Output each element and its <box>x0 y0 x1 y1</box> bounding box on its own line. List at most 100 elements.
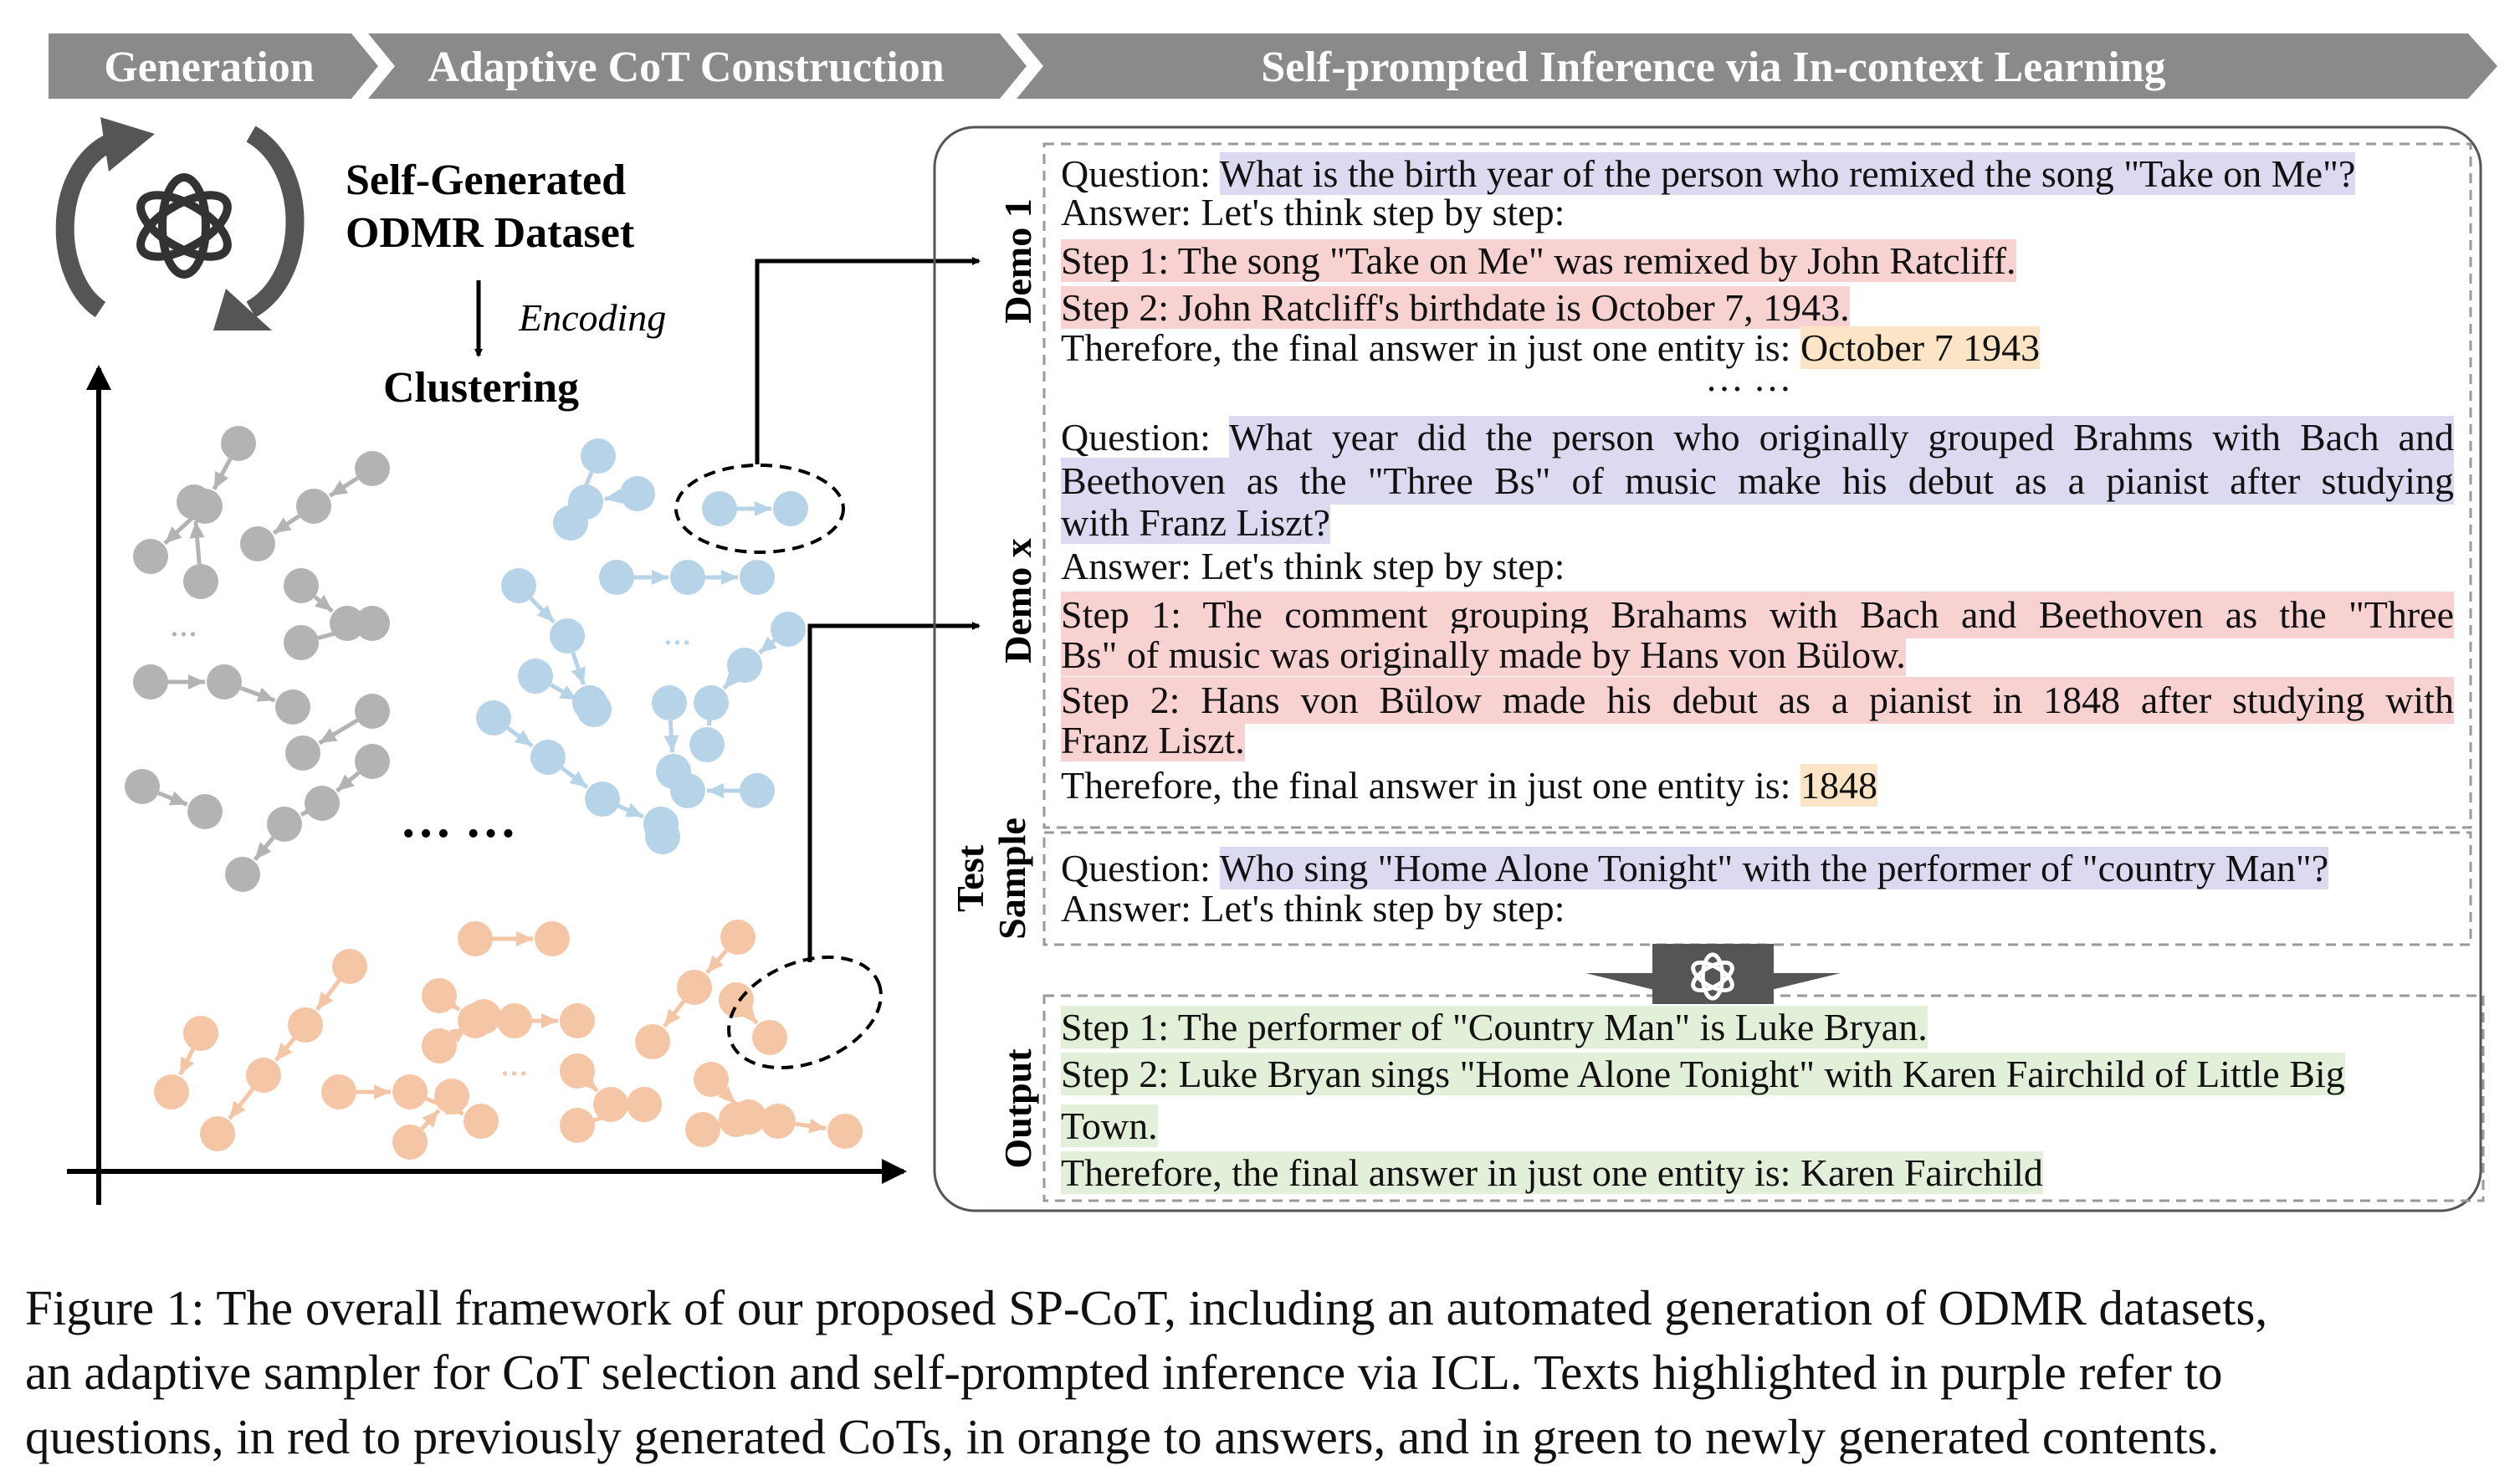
orange-cluster-node <box>720 920 755 955</box>
gray-cluster-edge <box>239 685 276 703</box>
blue-cluster-node <box>740 560 775 595</box>
orange-cluster-node <box>466 999 501 1034</box>
orange-cluster-edge <box>580 1074 599 1093</box>
orange-cluster-edge <box>228 1087 254 1120</box>
blue-cluster-edge <box>571 652 586 686</box>
cycle-arrow-left-icon <box>55 129 125 318</box>
gray-cluster-edge <box>317 625 355 640</box>
orange-cluster-node <box>392 1125 428 1160</box>
gray-cluster-edge <box>300 800 320 817</box>
inference-panel <box>933 126 2482 1212</box>
blue-cluster-edge <box>549 683 579 702</box>
orange-cluster-node <box>321 1074 356 1109</box>
demox-step1-line2-wrap: Bs" of music was originally made by Hans… <box>1061 632 2454 679</box>
gray-cluster-node <box>221 426 256 461</box>
gray-cluster-node <box>207 664 242 700</box>
gray-cluster-node <box>225 857 260 892</box>
blue-cluster-node <box>530 740 566 775</box>
orange-cluster-edge <box>441 994 461 1012</box>
encoding-label: Encoding <box>518 296 666 339</box>
gray-cluster-node <box>125 769 160 804</box>
orange-cluster-node <box>246 1058 281 1093</box>
label-demox: Demo x <box>996 538 1039 663</box>
gray-cluster-node <box>284 625 319 660</box>
gray-cluster-edge <box>253 836 275 861</box>
gray-cluster-node <box>284 568 319 603</box>
blue-cluster-node <box>727 648 762 683</box>
header-stage-inference <box>1017 33 2497 99</box>
orange-cluster-node <box>200 1116 235 1151</box>
inference-openai-logo-icon <box>1691 952 1734 1001</box>
header-stage-generation <box>49 33 378 99</box>
demox-step1-line1: Step 1: The comment grouping Brahams wit… <box>1061 592 2454 638</box>
orange-cluster-node <box>392 1074 428 1109</box>
demo1-final-answer: October 7 1943 <box>1800 326 2041 369</box>
orange-cluster-node <box>719 982 754 1017</box>
demo1-question-prefix: Question: <box>1061 152 1220 195</box>
orange-cluster-node <box>560 1003 595 1038</box>
gray-cluster-node <box>285 735 320 771</box>
orange-cluster-node <box>627 1087 662 1122</box>
test-question-prefix: Question: <box>1061 847 1220 889</box>
orange-cluster-node <box>332 949 367 984</box>
orange-cluster-node <box>464 1104 499 1139</box>
demo1-step2: Step 2: John Ratcliff's birthdate is Oct… <box>1061 286 1850 329</box>
gray-cluster-edge <box>212 458 233 490</box>
blue-cluster-edge <box>506 726 534 748</box>
blue-cluster-node <box>501 568 536 603</box>
demo1-final: Therefore, the final answer in just one … <box>1061 325 2454 372</box>
orange-cluster-node <box>535 921 570 956</box>
label-test: Test <box>949 844 991 912</box>
orange-cluster-edge <box>705 949 729 975</box>
ellipsis-orange: ... <box>500 1043 528 1084</box>
orange-cluster-edge <box>449 1025 469 1043</box>
test-question-text: Who sing "Home Alone Tonight" with the p… <box>1219 847 2329 889</box>
orange-cluster-edge <box>740 1005 759 1025</box>
clustering-label: Clustering <box>383 364 579 412</box>
demox-content: Question: What year did the person who o… <box>1061 414 2454 809</box>
blue-cluster-node <box>518 659 553 694</box>
blue-cluster-node <box>689 727 725 762</box>
blue-cluster-node <box>620 476 655 511</box>
cluster-graph <box>125 426 863 1160</box>
dataset-title-line1: Self-Generated <box>346 156 626 204</box>
orange-cluster-node <box>154 1074 189 1109</box>
gray-cluster-edge <box>335 771 361 793</box>
blue-cluster-edge <box>722 670 741 690</box>
orange-cluster-node <box>677 970 712 1005</box>
caption-line3: questions, in red to previously generate… <box>25 1409 2220 1464</box>
demox-answer-intro: Answer: Let's think step by step: <box>1061 545 1565 587</box>
header-bar: Generation Adaptive CoT Construction Sel… <box>49 33 2497 99</box>
label-demo1: Demo 1 <box>996 198 1039 323</box>
demox-question-line1: Question: What year did the person who o… <box>1061 414 2454 461</box>
orange-cluster-edge <box>663 1000 686 1028</box>
blue-cluster-node <box>771 612 806 647</box>
orange-cluster-node <box>752 1020 787 1055</box>
cycle-arrowhead-left-icon <box>100 117 155 172</box>
blue-cluster-node <box>740 773 775 808</box>
gray-cluster-edge <box>189 520 205 565</box>
gray-cluster-node <box>275 689 310 725</box>
gray-cluster-node <box>183 564 218 599</box>
blue-cluster-edge <box>561 766 589 789</box>
blue-cluster-node <box>652 685 687 720</box>
demo1-question: Question: What is the birth year of the … <box>1061 151 2454 197</box>
orange-cluster-node <box>434 1079 469 1114</box>
connector-demox <box>807 622 981 962</box>
gray-cluster-node <box>296 489 331 524</box>
orange-cluster-node <box>685 1112 720 1147</box>
gray-cluster-edge <box>313 594 334 613</box>
orange-cluster-node <box>422 1028 457 1063</box>
gray-cluster-edge <box>163 516 194 546</box>
test-content: Question: Who sing "Home Alone Tonight" … <box>1061 845 2454 932</box>
demox-step2-line2: Franz Liszt. <box>1061 719 1245 761</box>
gray-cluster-node <box>133 664 168 700</box>
blue-cluster-node <box>670 560 705 595</box>
ellipsis-blue: ... <box>663 612 691 653</box>
blue-cluster-node <box>773 491 808 526</box>
demox-final-prefix: Therefore, the final answer in just one … <box>1061 764 1800 807</box>
blue-cluster-node <box>694 685 729 720</box>
output-step2-line1: Step 2: Luke Bryan sings "Home Alone Ton… <box>1061 1053 2345 1095</box>
orange-cluster-node <box>761 1104 796 1139</box>
